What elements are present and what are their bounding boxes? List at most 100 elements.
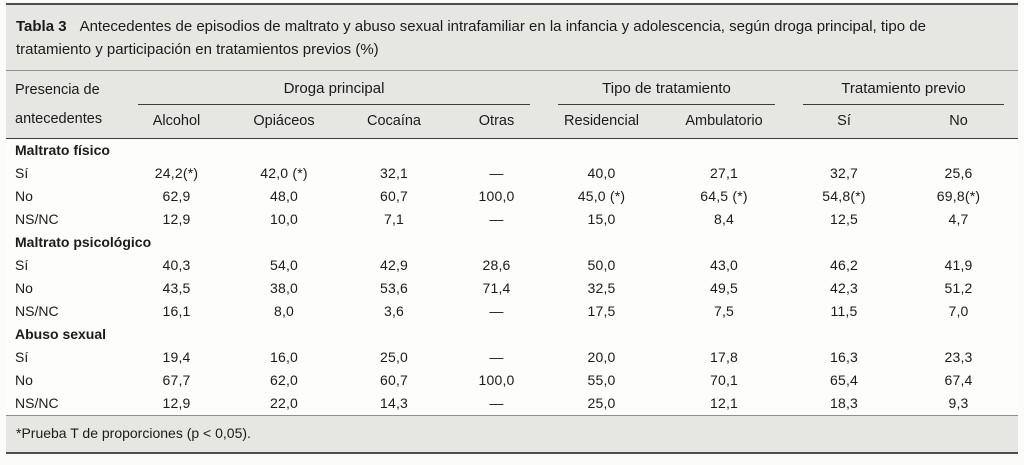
- row-label: No: [6, 368, 124, 392]
- table-cell: 27,1: [659, 161, 790, 185]
- table-cell: 53,6: [339, 276, 449, 300]
- col-header-cocaina: Cocaína: [339, 105, 449, 139]
- table-caption: Tabla 3 Antecedentes de episodios de malt…: [6, 5, 1018, 70]
- table-cell: 32,7: [789, 161, 900, 185]
- section-row: Maltrato psicológico: [6, 230, 1019, 254]
- stub-header: Presencia de antecedentes: [6, 70, 124, 139]
- table-body: Maltrato físico Sí 24,2(*) 42,0 (*) 32,1—40,…: [6, 138, 1019, 415]
- table-cell: 51,2: [899, 276, 1019, 300]
- table-cell: 50,0: [544, 253, 660, 277]
- table-row: Sí 40,3 54,0 42,9 28,6 50,0 43,0 46,2 41,9: [6, 253, 1019, 277]
- section-title: Maltrato físico: [6, 138, 1019, 162]
- col-header-otras: Otras: [449, 105, 545, 139]
- group-label: Tratamiento previo: [803, 71, 1005, 105]
- col-header-no: No: [899, 105, 1019, 139]
- col-header-opiaceos: Opiáceos: [229, 105, 339, 139]
- table-cell: 32,5: [544, 276, 660, 300]
- col-header-ambulatorio: Ambulatorio: [659, 105, 790, 139]
- table-cell: 67,4: [899, 368, 1019, 392]
- table-cell: 19,4: [124, 345, 229, 369]
- table-cell: 100,0: [449, 368, 545, 392]
- table-row: No 43,5 38,0 53,6 71,4 32,5 49,5 42,3 51,2: [6, 276, 1019, 300]
- table-row: No 67,7 62,0 60,7 100,0 55,0 70,1 65,4 67,4: [6, 368, 1019, 392]
- table-cell: 3,6: [339, 299, 449, 323]
- row-label: Sí: [6, 345, 124, 369]
- table-cell: 60,7: [339, 184, 449, 208]
- table-cell: 62,0: [229, 368, 339, 392]
- table-row: NS/NC 12,9 22,0 14,3—25,0 12,1 18,3 9,3: [6, 391, 1019, 415]
- section-row: Abuso sexual: [6, 322, 1019, 346]
- col-header-residencial: Residencial: [544, 105, 660, 139]
- table-cell: 16,3: [789, 345, 900, 369]
- table-cell: 43,0: [659, 253, 790, 277]
- table-cell: 12,9: [124, 207, 229, 231]
- table-cell: 22,0: [229, 391, 339, 415]
- table-cell: 71,4: [449, 276, 545, 300]
- table-cell: 54,0: [229, 253, 339, 277]
- table-cell: 24,2(*): [124, 161, 229, 185]
- table-cell: 25,6: [899, 161, 1019, 185]
- caption-label: Tabla 3: [16, 18, 67, 35]
- table-cell: 10,0: [229, 207, 339, 231]
- table-cell: 55,0: [544, 368, 660, 392]
- table-header: Presencia de antecedentes Droga principa…: [6, 70, 1019, 139]
- stub-header-line1: Presencia de: [15, 82, 100, 99]
- row-label: Sí: [6, 253, 124, 277]
- table-footnote: *Prueba T de proporciones (p < 0,05).: [6, 414, 1018, 452]
- table-cell: 18,3: [789, 391, 900, 415]
- table-cell: 69,8(*): [899, 184, 1019, 208]
- table-cell: 45,0 (*): [544, 184, 660, 208]
- column-header-row: Alcohol Opiáceos Cocaína Otras Residenci…: [6, 105, 1019, 139]
- group-header-row: Presencia de antecedentes Droga principa…: [6, 70, 1018, 139]
- table-cell: 46,2: [789, 253, 900, 277]
- table-cell: 32,1: [339, 161, 449, 185]
- table-cell: 54,8(*): [789, 184, 900, 208]
- col-header-si: Sí: [789, 105, 900, 139]
- group-header-tratamiento-previo: Tratamiento previo: [789, 71, 1018, 105]
- section-row: Maltrato físico: [6, 138, 1019, 162]
- stub-header-line2: antecedentes: [15, 110, 103, 127]
- table-row: No 62,9 48,0 60,7 100,0 45,0 (*) 64,5 (*) 54,8(…: [6, 184, 1019, 208]
- table-cell: 49,5: [659, 276, 790, 300]
- table-cell: 8,0: [229, 299, 339, 323]
- row-label: Sí: [6, 161, 124, 185]
- table-row: NS/NC 16,1 8,0 3,6—17,5 7,5 11,5 7,0: [6, 299, 1019, 323]
- group-label: Droga principal: [138, 71, 531, 105]
- table-cell: 60,7: [339, 368, 449, 392]
- table-cell: —: [449, 391, 545, 415]
- table-cell: 65,4: [789, 368, 900, 392]
- row-label: NS/NC: [6, 299, 124, 323]
- table-cell: 17,8: [659, 345, 790, 369]
- table-cell: 41,9: [899, 253, 1019, 277]
- table-cell: 42,9: [339, 253, 449, 277]
- table-cell: 17,5: [544, 299, 660, 323]
- table-cell: 40,3: [124, 253, 229, 277]
- table-cell: 7,1: [339, 207, 449, 231]
- table-cell: 14,3: [339, 391, 449, 415]
- table-cell: 70,1: [659, 368, 790, 392]
- table-cell: 20,0: [544, 345, 660, 369]
- table-row: Sí 19,4 16,0 25,0—20,0 17,8 16,3 23,3: [6, 345, 1019, 369]
- table-cell: 7,0: [899, 299, 1019, 323]
- table-cell: 28,6: [449, 253, 545, 277]
- table-cell: 25,0: [339, 345, 449, 369]
- table-cell: 12,9: [124, 391, 229, 415]
- table-cell: 42,0 (*): [229, 161, 339, 185]
- table-cell: 8,4: [659, 207, 790, 231]
- table-row: NS/NC 12,9 10,0 7,1—15,0 8,4 12,5 4,7: [6, 207, 1019, 231]
- caption-text: Antecedentes de episodios de maltrato y …: [16, 18, 926, 58]
- section-title: Maltrato psicológico: [6, 230, 1019, 254]
- table-cell: 12,1: [659, 391, 790, 415]
- table-cell: 100,0: [449, 184, 545, 208]
- table-cell: —: [449, 299, 545, 323]
- group-label: Tipo de tratamiento: [558, 71, 776, 105]
- table-cell: 16,1: [124, 299, 229, 323]
- row-label: NS/NC: [6, 207, 124, 231]
- table-cell: 11,5: [789, 299, 900, 323]
- table-cell: 25,0: [544, 391, 660, 415]
- table-cell: 9,3: [899, 391, 1019, 415]
- group-header-droga-principal: Droga principal: [124, 71, 544, 105]
- table-cell: 7,5: [659, 299, 790, 323]
- table-cell: —: [449, 345, 545, 369]
- row-label: NS/NC: [6, 391, 124, 415]
